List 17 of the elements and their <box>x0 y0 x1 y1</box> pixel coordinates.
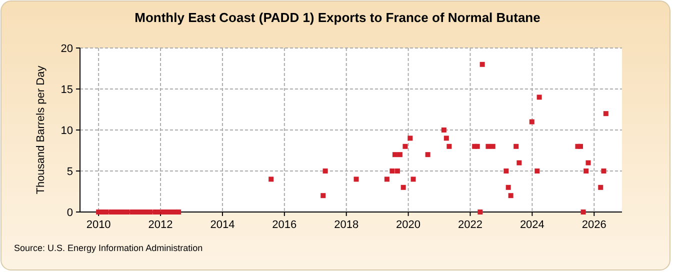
x-tick-label: 2026 <box>582 219 606 231</box>
x-tick-label: 2014 <box>210 219 235 231</box>
x-tick-label: 2016 <box>272 219 297 231</box>
x-tick-label: 2024 <box>520 219 544 231</box>
x-tick-label: 2012 <box>148 219 173 231</box>
x-tick-label: 2020 <box>396 219 421 231</box>
y-tick-label: 20 <box>60 43 73 55</box>
x-tick-label: 2010 <box>86 219 111 231</box>
x-tick-label: 2018 <box>334 219 359 231</box>
x-tick-label: 2022 <box>458 219 482 231</box>
y-axis-title: Thousand Barrels per Day <box>35 65 47 194</box>
y-tick-label: 0 <box>66 207 73 219</box>
y-tick-label: 15 <box>60 84 73 96</box>
chart-title: Monthly East Coast (PADD 1) Exports to France of Normal Butane <box>134 10 540 25</box>
source-note: Source: U.S. Energy Information Administration <box>14 243 203 253</box>
y-tick-label: 5 <box>66 166 73 178</box>
y-tick-label: 10 <box>60 125 73 137</box>
